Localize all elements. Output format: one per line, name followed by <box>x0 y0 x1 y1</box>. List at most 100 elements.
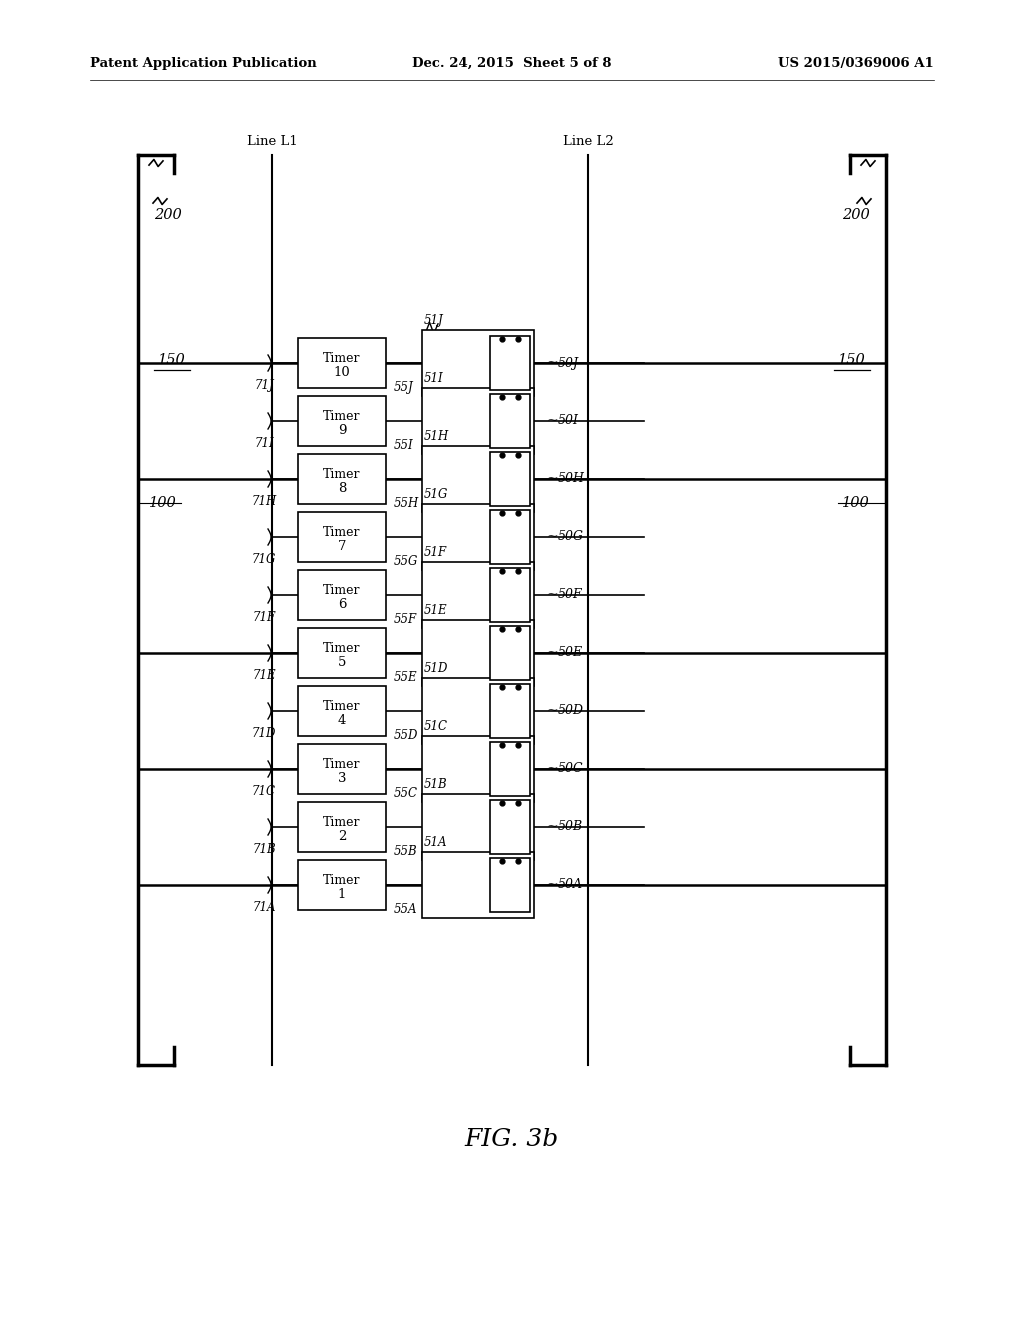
Text: Timer: Timer <box>324 467 360 480</box>
Text: ~: ~ <box>546 878 558 892</box>
Text: 55G: 55G <box>394 554 419 568</box>
Text: 51A: 51A <box>424 836 447 849</box>
Text: 7: 7 <box>338 540 346 553</box>
Bar <box>422 504 534 570</box>
Text: Line L1: Line L1 <box>247 135 297 148</box>
Text: ~: ~ <box>546 414 558 428</box>
Bar <box>422 678 534 744</box>
Text: 200: 200 <box>842 209 869 222</box>
Bar <box>298 454 386 504</box>
Text: 55A: 55A <box>394 903 418 916</box>
Text: ~: ~ <box>546 704 558 718</box>
Bar <box>490 800 530 854</box>
Text: 200: 200 <box>155 209 182 222</box>
Text: 100: 100 <box>842 496 869 510</box>
Bar <box>422 388 534 454</box>
Text: FIG. 3b: FIG. 3b <box>465 1129 559 1151</box>
Bar <box>298 396 386 446</box>
Text: 71F: 71F <box>253 611 275 624</box>
Text: 71B: 71B <box>252 843 275 855</box>
Text: ~: ~ <box>546 531 558 544</box>
Bar <box>298 803 386 851</box>
Text: 51B: 51B <box>424 777 447 791</box>
Text: ~: ~ <box>546 820 558 834</box>
Text: Timer: Timer <box>324 351 360 364</box>
Text: 10: 10 <box>334 367 350 380</box>
Text: Patent Application Publication: Patent Application Publication <box>90 57 316 70</box>
Text: 55J: 55J <box>394 381 414 393</box>
Bar <box>422 620 534 686</box>
Text: 50B: 50B <box>558 821 583 833</box>
Text: 100: 100 <box>150 496 177 510</box>
Text: 4: 4 <box>338 714 346 727</box>
Text: 50E: 50E <box>558 647 583 660</box>
Text: 55E: 55E <box>394 671 418 684</box>
Text: US 2015/0369006 A1: US 2015/0369006 A1 <box>778 57 934 70</box>
Text: 50G: 50G <box>558 531 584 544</box>
Bar <box>298 861 386 909</box>
Bar <box>422 737 534 803</box>
Bar <box>298 744 386 795</box>
Text: 51J: 51J <box>424 314 443 327</box>
Text: Timer: Timer <box>324 816 360 829</box>
Text: 51H: 51H <box>424 430 450 444</box>
Text: 71A: 71A <box>252 902 275 913</box>
Text: 50I: 50I <box>558 414 579 428</box>
Text: 55I: 55I <box>394 440 414 451</box>
Text: 71G: 71G <box>252 553 276 566</box>
Text: ~: ~ <box>546 356 558 370</box>
Text: 51C: 51C <box>424 719 449 733</box>
Text: 50J: 50J <box>558 356 579 370</box>
Bar <box>298 686 386 737</box>
Text: 1: 1 <box>338 888 346 902</box>
Text: 55D: 55D <box>394 729 419 742</box>
Text: 55B: 55B <box>394 845 418 858</box>
Text: 51I: 51I <box>424 372 443 385</box>
Bar <box>490 858 530 912</box>
Text: 51G: 51G <box>424 488 449 502</box>
Text: 51F: 51F <box>424 546 447 558</box>
Text: Timer: Timer <box>324 525 360 539</box>
Text: 55H: 55H <box>394 498 419 510</box>
Bar <box>490 337 530 389</box>
Text: 50H: 50H <box>558 473 585 486</box>
Text: Timer: Timer <box>324 583 360 597</box>
Bar <box>422 330 534 396</box>
Bar <box>490 742 530 796</box>
Text: 3: 3 <box>338 772 346 785</box>
Text: 6: 6 <box>338 598 346 611</box>
Bar <box>490 684 530 738</box>
Text: ~: ~ <box>546 762 558 776</box>
Text: Line L2: Line L2 <box>562 135 613 148</box>
Text: 71C: 71C <box>252 785 276 799</box>
Bar <box>298 338 386 388</box>
Text: 71J: 71J <box>254 379 273 392</box>
Text: Timer: Timer <box>324 874 360 887</box>
Text: 55F: 55F <box>394 612 417 626</box>
Text: Timer: Timer <box>324 700 360 713</box>
Text: 150: 150 <box>838 352 866 367</box>
Text: Dec. 24, 2015  Sheet 5 of 8: Dec. 24, 2015 Sheet 5 of 8 <box>413 57 611 70</box>
Bar <box>490 568 530 622</box>
Bar <box>422 446 534 512</box>
Text: ~: ~ <box>546 645 558 660</box>
Text: 50D: 50D <box>558 705 584 718</box>
Text: 9: 9 <box>338 425 346 437</box>
Text: 51D: 51D <box>424 663 449 675</box>
Text: Timer: Timer <box>324 642 360 655</box>
Text: 71D: 71D <box>252 727 276 741</box>
Bar <box>422 795 534 861</box>
Text: ~: ~ <box>546 587 558 602</box>
Bar <box>422 851 534 917</box>
Bar <box>298 570 386 620</box>
Text: 2: 2 <box>338 830 346 843</box>
Bar <box>298 512 386 562</box>
Bar <box>298 628 386 678</box>
Text: 71H: 71H <box>251 495 276 508</box>
Text: 51E: 51E <box>424 605 447 616</box>
Text: 150: 150 <box>158 352 186 367</box>
Text: Timer: Timer <box>324 409 360 422</box>
Text: Timer: Timer <box>324 758 360 771</box>
Bar <box>490 626 530 680</box>
Text: 50C: 50C <box>558 763 584 776</box>
